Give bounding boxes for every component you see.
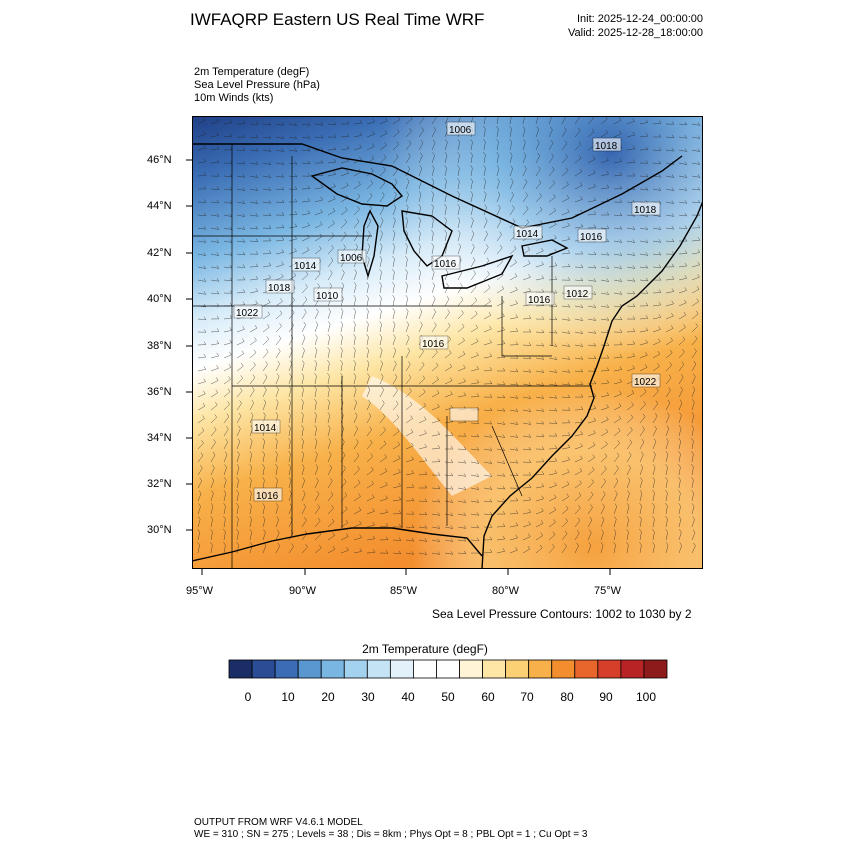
lat-label: 30°N (147, 524, 172, 536)
pressure-label: 1010 (316, 291, 339, 302)
pressure-label: 1006 (340, 253, 363, 264)
colorbar (228, 659, 668, 679)
pressure-label: 1016 (422, 339, 445, 350)
colorbar-label: 90 (599, 690, 613, 704)
lat-label: 46°N (147, 154, 172, 166)
axis-ticks (186, 159, 611, 575)
weather-map: 1006 1018 1018 1014 1016 1006 1014 1016 … (192, 116, 703, 569)
colorbar-swatch (274, 659, 299, 679)
colorbar-title: 2m Temperature (degF) (362, 642, 488, 656)
lon-label: 75°W (594, 585, 622, 597)
field-label-winds: 10m Winds (kts) (194, 92, 274, 104)
colorbar-swatch (574, 659, 599, 679)
colorbar-swatch (482, 659, 507, 679)
page-title: IWFAQRP Eastern US Real Time WRF (190, 10, 485, 29)
colorbar-swatch (597, 659, 622, 679)
pressure-label: 1014 (254, 423, 277, 434)
colorbar-swatch (366, 659, 391, 679)
colorbar-label: 80 (560, 690, 574, 704)
colorbar-swatch (251, 659, 276, 679)
colorbar-swatch (551, 659, 576, 679)
pressure-label: 1006 (449, 125, 472, 136)
colorbar-label: 50 (441, 690, 455, 704)
colorbar-swatch (436, 659, 460, 679)
colorbar-label: 40 (401, 690, 415, 704)
colorbar-swatch (320, 659, 345, 679)
lat-label: 44°N (147, 200, 172, 212)
pressure-label: 1014 (294, 261, 317, 272)
pressure-label: 1016 (434, 259, 457, 270)
lon-label: 80°W (492, 585, 520, 597)
colorbar-swatch (528, 659, 553, 679)
contour-note: Sea Level Pressure Contours: 1002 to 103… (432, 607, 692, 621)
pressure-label: 1012 (566, 289, 589, 300)
colorbar-swatch (620, 659, 645, 679)
colorbar-swatch (413, 659, 437, 679)
footer-config: WE = 310 ; SN = 275 ; Levels = 38 ; Dis … (194, 829, 588, 840)
pressure-label: 1018 (595, 141, 618, 152)
lat-label: 40°N (147, 293, 172, 305)
colorbar-swatch (297, 659, 322, 679)
pressure-label: 1022 (236, 308, 259, 319)
colorbar-label: 30 (361, 690, 375, 704)
init-time: Init: 2025-12-24_00:00:00 (577, 13, 703, 25)
pressure-label: 1018 (268, 283, 291, 294)
lon-label: 85°W (390, 585, 418, 597)
lat-label: 32°N (147, 478, 172, 490)
lon-label: 95°W (186, 585, 214, 597)
field-label-temperature: 2m Temperature (degF) (194, 66, 310, 78)
pressure-label: 1022 (634, 377, 657, 388)
lat-label: 36°N (147, 386, 172, 398)
footer-model: OUTPUT FROM WRF V4.6.1 MODEL (194, 817, 363, 828)
field-label-pressure: Sea Level Pressure (hPa) (194, 79, 320, 91)
colorbar-label: 70 (520, 690, 534, 704)
colorbar-swatch (343, 659, 368, 679)
pressure-label: 1016 (580, 232, 603, 243)
colorbar-swatch (389, 659, 414, 679)
colorbar-swatch (505, 659, 530, 679)
colorbar-label: 60 (481, 690, 495, 704)
colorbar-label: 100 (635, 690, 657, 704)
colorbar-swatch (643, 659, 668, 679)
pressure-label: 1014 (516, 229, 539, 240)
lat-label: 34°N (147, 432, 172, 444)
pressure-label: 1016 (528, 295, 551, 306)
valid-time: Valid: 2025-12-28_18:00:00 (568, 27, 703, 39)
pressure-label: 1018 (634, 205, 657, 216)
colorbar-label: 20 (321, 690, 335, 704)
lon-label: 90°W (289, 585, 317, 597)
colorbar-swatch (459, 659, 483, 679)
lat-label: 42°N (147, 247, 172, 259)
pressure-label: 1016 (256, 491, 279, 502)
colorbar-label: 0 (244, 690, 252, 704)
colorbar-label: 10 (281, 690, 295, 704)
colorbar-swatch (228, 659, 253, 679)
lat-label: 38°N (147, 340, 172, 352)
